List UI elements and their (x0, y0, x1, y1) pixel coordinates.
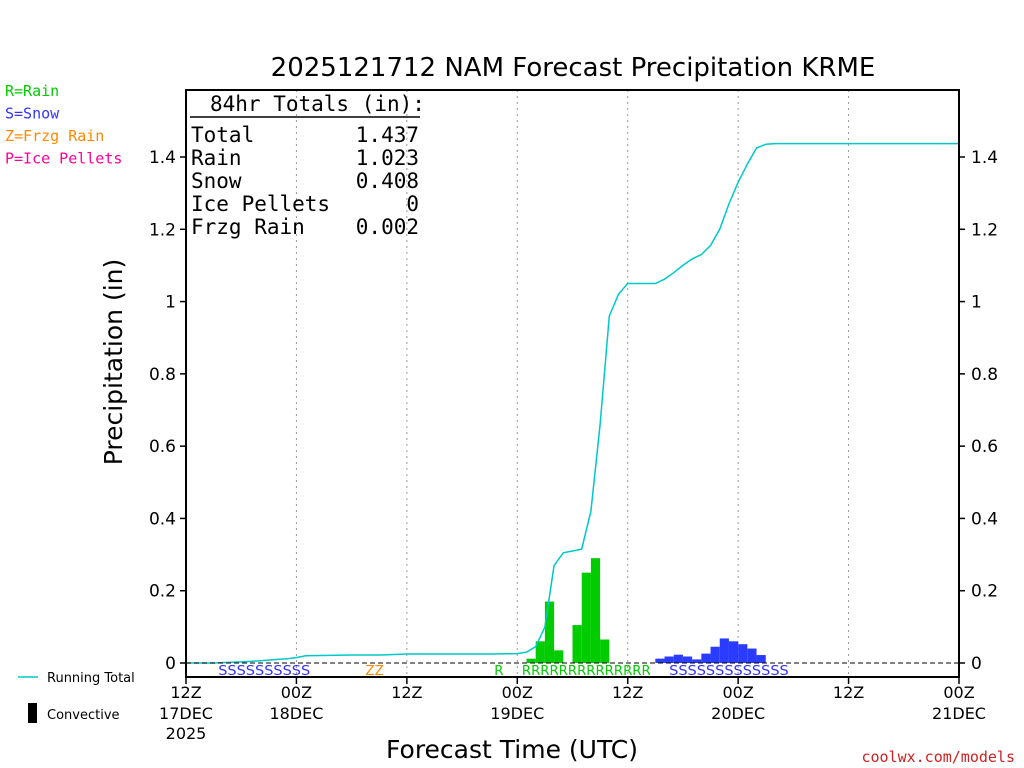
totals-heading: 84hr Totals (in): (210, 92, 425, 116)
plot-frame (185, 89, 960, 678)
y-tick-label-right-0: 0 (971, 654, 982, 674)
convective-legend-label: Convective (47, 708, 120, 723)
x-tick-label-0: 12Z (170, 683, 201, 702)
y-tick-label-left-3: 0.6 (149, 437, 176, 457)
snow-bar-2 (673, 654, 683, 663)
x-axis-label: Forecast Time (UTC) (386, 735, 638, 764)
totals-value-ice-pellets: 0 (406, 192, 419, 216)
x-tick-date-1: 18DEC (269, 704, 323, 723)
x-tick-date-0: 17DEC (159, 704, 213, 723)
snow-bar-9 (738, 644, 748, 663)
chart-title: 2025121712 NAM Forecast Precipitation KR… (271, 53, 876, 83)
y-tick-label-left-2: 0.4 (149, 509, 176, 529)
ptype-marker-2: R (494, 664, 503, 679)
y-tick-label-left-1: 0.2 (149, 582, 176, 602)
snow-bar-5 (701, 653, 711, 663)
snow-bar-8 (728, 641, 739, 663)
rain-bar-7 (600, 639, 610, 663)
y-tick-label-right-5: 1 (971, 293, 982, 313)
x-tick-year-0: 2025 (166, 724, 207, 743)
rain-bar-2 (544, 601, 555, 663)
totals-label-frzg-rain: Frzg Rain (191, 215, 305, 239)
x-tick-label-2: 12Z (391, 683, 422, 702)
rain-bar-1 (535, 641, 545, 663)
ptype-legend: R=Rain S=Snow Z=Frzg Rain P=Ice Pellets (5, 82, 122, 168)
precip-bars (526, 558, 766, 663)
rain-bar-3 (554, 650, 564, 663)
y-tick-label-right-7: 1.4 (971, 148, 998, 168)
snow-bar-10 (747, 648, 757, 663)
y-tick-label-right-2: 0.4 (971, 509, 998, 529)
credit-text: coolwx.com/models (861, 748, 1015, 766)
x-tick-label-4: 12Z (612, 683, 643, 702)
ptype-markers: SSSSSSSSSS ZZ R RRRRRRRRRRRRRR SSSSSSSSSSSSS (218, 664, 789, 679)
totals-value-rain: 1.023 (356, 146, 419, 170)
ptype-legend-rain: R=Rain (5, 82, 59, 100)
totals-value-snow: 0.408 (356, 169, 419, 193)
ptype-marker-3: RRRRRRRRRRRRRR (522, 664, 651, 679)
y-tick-label-left-5: 1 (165, 293, 176, 313)
totals-label-snow: Snow (191, 169, 242, 193)
running-total-polyline (186, 142, 959, 664)
y-axis: 0 0 0.2 0.2 0.4 0.4 0.6 0.6 0.8 0.8 1 1 1.2 1.2 1.4 1.4 (149, 148, 998, 674)
x-tick-label-3: 00Z (502, 683, 533, 702)
rain-bar-6 (590, 558, 601, 663)
y-tick-label-right-1: 0.2 (971, 582, 998, 602)
x-tick-label-1: 00Z (281, 683, 312, 702)
snow-bar-3 (682, 656, 693, 663)
snow-bar-4 (692, 659, 702, 663)
y-tick-label-right-4: 0.8 (971, 365, 998, 385)
snow-bar-6 (710, 646, 720, 663)
ptype-legend-snow: S=Snow (5, 105, 60, 123)
snow-bar-0 (655, 658, 665, 663)
ptype-legend-frzg-rain: Z=Frzg Rain (5, 127, 104, 145)
y-tick-label-left-7: 1.4 (149, 148, 176, 168)
totals-value-frzg-rain: 0.002 (356, 215, 419, 239)
y-tick-label-left-0: 0 (165, 654, 176, 674)
snow-bar-7 (719, 638, 729, 663)
rain-bar-5 (581, 572, 591, 663)
y-tick-label-left-6: 1.2 (149, 220, 176, 240)
y-tick-label-right-3: 0.6 (971, 437, 998, 457)
x-tick-date-5: 20DEC (711, 704, 765, 723)
running-total-line (186, 142, 959, 664)
totals-label-rain: Rain (191, 146, 242, 170)
rain-bar-0 (526, 658, 536, 663)
grid-lines (295, 90, 850, 677)
ptype-marker-1: ZZ (365, 664, 383, 679)
ptype-marker-4: SSSSSSSSSSSSS (669, 664, 789, 679)
y-tick-label-right-6: 1.2 (971, 220, 998, 240)
totals-label-total: Total (191, 123, 254, 147)
convective-legend-swatch (28, 703, 37, 723)
ptype-marker-0: SSSSSSSSSS (218, 664, 310, 679)
y-tick-label-left-4: 0.8 (149, 365, 176, 385)
rain-bar-4 (572, 625, 582, 663)
y-axis-label: Precipitation (in) (99, 259, 128, 466)
x-tick-label-7: 00Z (943, 683, 974, 702)
totals-box: 84hr Totals (in): Total 1.437 Rain 1.023 Sno… (190, 92, 425, 239)
ptype-legend-ice-pellets: P=Ice Pellets (5, 150, 122, 168)
x-tick-date-7: 21DEC (932, 704, 986, 723)
totals-value-total: 1.437 (356, 123, 419, 147)
snow-bar-1 (664, 656, 674, 663)
x-tick-label-5: 00Z (722, 683, 753, 702)
x-tick-label-6: 12Z (833, 683, 864, 702)
x-tick-date-3: 19DEC (490, 704, 544, 723)
totals-label-ice-pellets: Ice Pellets (191, 192, 330, 216)
snow-bar-11 (756, 655, 766, 663)
running-total-legend-label: Running Total (47, 671, 135, 686)
